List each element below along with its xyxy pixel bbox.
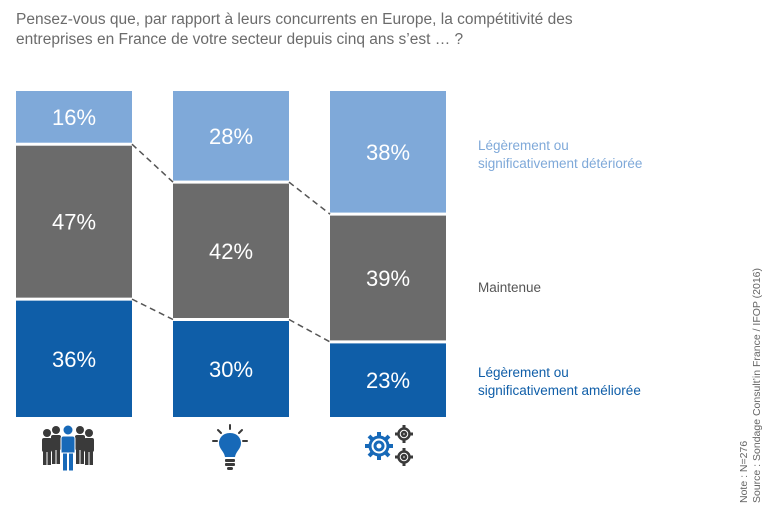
lightbulb-icon [212,424,248,470]
label-maintenue-3: 39% [366,266,410,291]
bar-amelioree-1 [16,300,132,417]
legend-deteriore-line-2: significativement détériorée [478,156,643,171]
connector-2-1 [288,318,331,343]
label-deteriore-1: 16% [52,105,96,130]
label-maintenue-2: 42% [209,239,253,264]
label-deteriore-2: 28% [209,124,253,149]
connector-2-2 [288,181,331,215]
label-amelioree-1: 36% [52,347,96,372]
label-amelioree-2: 30% [209,357,253,382]
legend-amelioree-line-1: Légèrement ou [478,365,569,380]
legend-deteriore-line-1: Légèrement ou [478,138,569,153]
source-note: Note : N=276 Source : Sondage Consult’in… [738,268,764,503]
bar-maintenue-2 [173,183,289,318]
note-sample-size: Note : N=276 [738,440,750,503]
people-icon [42,424,94,472]
label-maintenue-1: 47% [52,210,96,235]
bar-amelioree-3 [330,343,446,417]
bar-maintenue-1 [16,145,132,298]
legend-maintenue-line-1: Maintenue [478,280,542,295]
chart-title: Pensez-vous que, par rapport à leurs con… [16,11,573,48]
legend-amelioree: Légèrement ou significativement amélioré… [478,364,641,400]
bar-deteriore-3 [330,91,446,213]
connector-1-2 [131,143,174,183]
bar-maintenue-3 [330,215,446,341]
legend-amelioree-line-2: significativement améliorée [478,383,641,398]
bar-amelioree-2 [173,321,289,417]
label-deteriore-3: 38% [366,140,410,165]
note-source: Source : Sondage Consult’in France / IFO… [751,267,763,503]
legend-maintenue: Maintenue [478,279,541,297]
connector-1-1 [131,298,174,321]
label-amelioree-3: 23% [366,368,410,393]
legend-deteriore: Légèrement ou significativement détérior… [478,137,642,173]
bar-deteriore-1 [16,91,132,143]
bar-deteriore-2 [173,91,289,181]
gears-icon [365,425,413,466]
